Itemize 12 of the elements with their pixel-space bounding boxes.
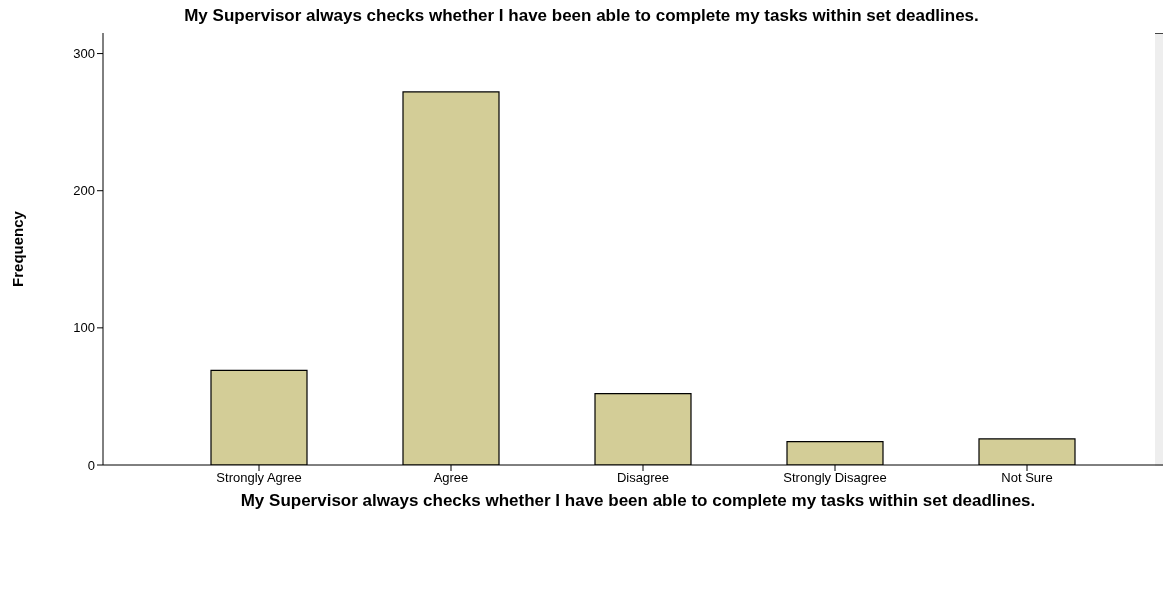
x-tick-label: Agree — [433, 470, 469, 486]
y-tick-label: 200 — [73, 183, 95, 199]
x-tick-label: Not Sure — [1001, 470, 1053, 486]
x-axis-title: My Supervisor always checks whether I have been able to complete my tasks within set deadlines. — [239, 491, 1037, 510]
x-tick-label: Strongly Agree — [216, 470, 302, 486]
x-tick-label: Strongly Disagree — [783, 470, 887, 486]
y-axis-title: Frequency — [9, 210, 27, 287]
chart-title: My Supervisor always checks whether I have been able to complete my tasks within set deadlines. — [183, 6, 980, 25]
x-tick-label: Disagree — [616, 470, 670, 486]
y-tick-label: 100 — [73, 320, 95, 336]
y-tick-label: 300 — [73, 46, 95, 62]
y-tick-label: 0 — [87, 457, 95, 473]
